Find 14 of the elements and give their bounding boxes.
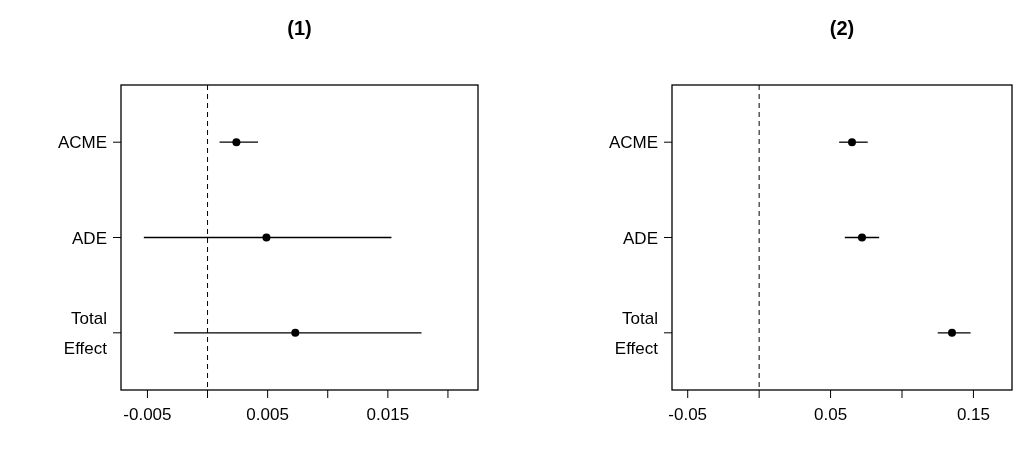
y-tick-label: ACME [57,133,107,153]
y-tick-label: Total Effect [63,308,108,358]
chart-title: (2) [829,17,855,39]
x-tick-label: -0.05 [668,405,708,424]
chart-title: (1) [287,17,312,39]
y-tick-label: ACME [608,133,658,153]
y-tick-label: ADE [72,228,107,248]
y-tick-label: ADE [623,228,658,248]
x-tick-label: 0.05 [814,405,848,424]
y-tick-label: Total Effect [614,308,659,358]
x-tick-label: 0.005 [246,405,289,424]
x-tick-label: 0.015 [366,405,410,424]
x-tick-label: 0.15 [956,405,990,424]
x-tick-label: -0.005 [123,405,172,424]
